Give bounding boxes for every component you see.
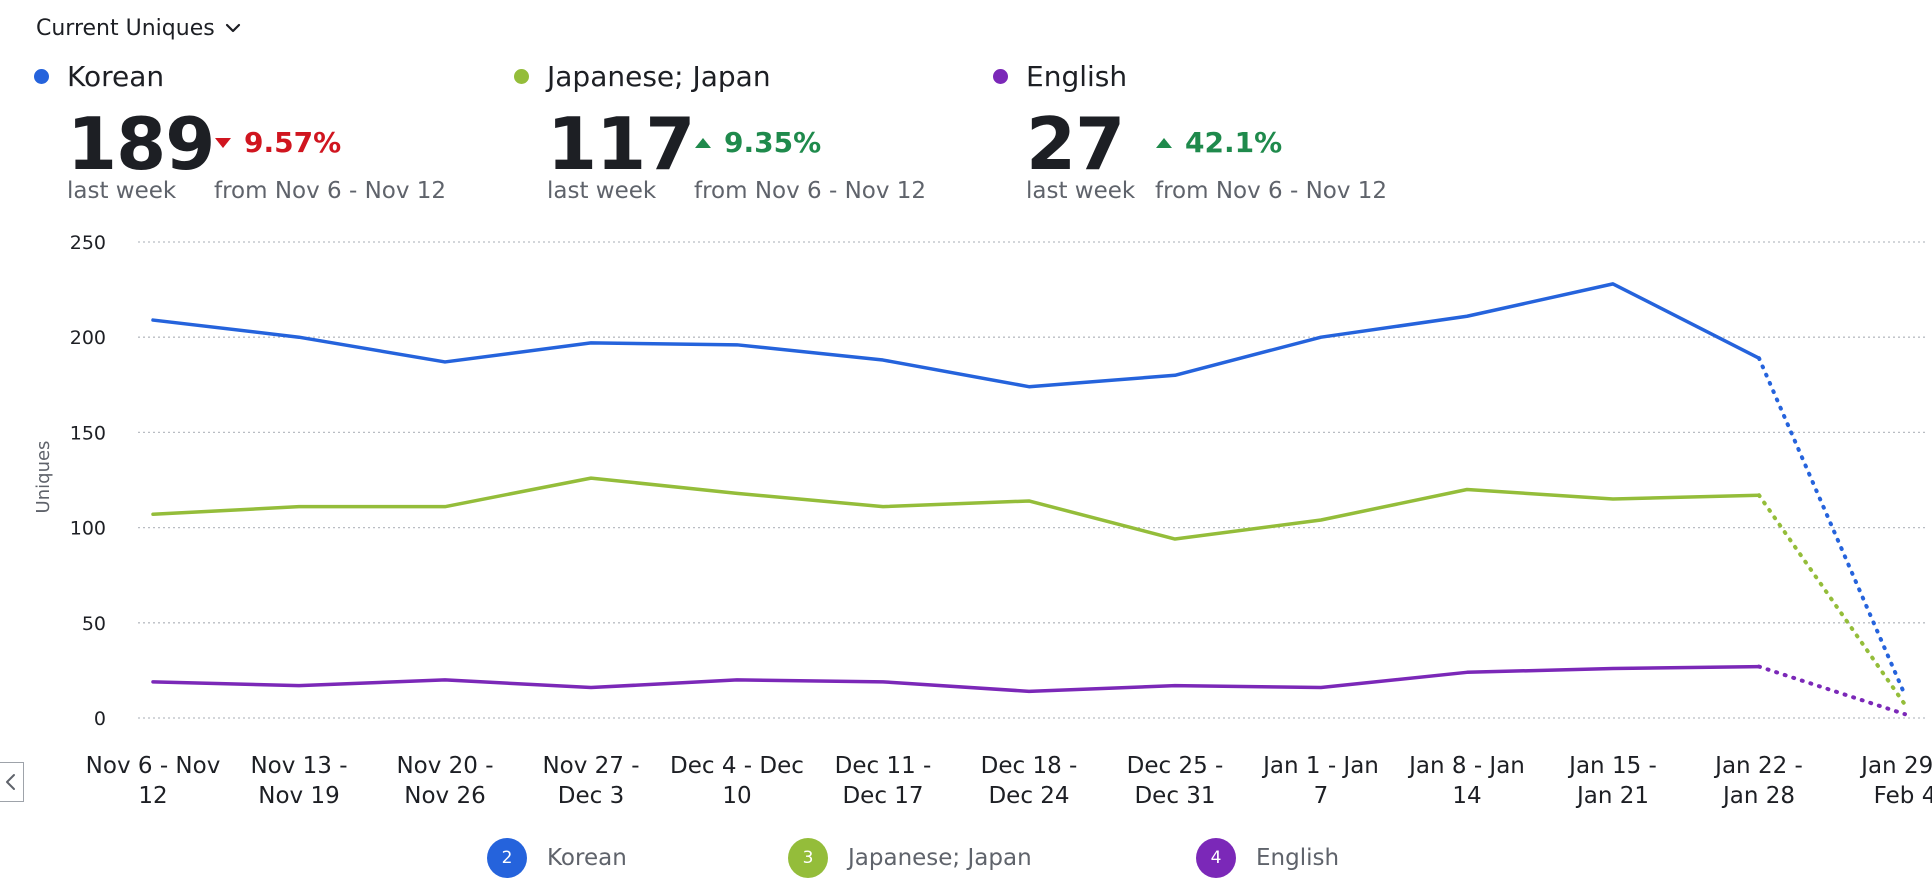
summary-japanese: Japanese; Japan 117 9.35% last week from…: [514, 56, 926, 204]
x-tick-label-line: Dec 31: [1134, 783, 1215, 809]
series-color-dot: [993, 68, 1008, 84]
y-tick-label: 250: [70, 232, 106, 254]
x-tick-label-line: Jan 21: [1575, 783, 1649, 809]
summary-change-value: 42.1%: [1185, 126, 1283, 159]
metric-dropdown-label: Current Uniques: [36, 15, 215, 41]
x-tick-label-line: Jan 15 -: [1567, 753, 1657, 779]
x-tick-label-line: Nov 20 -: [396, 753, 493, 779]
x-tick-label: Jan 22 - Jan 28: [1713, 753, 1803, 809]
summary-series-name: Japanese; Japan: [547, 59, 771, 93]
y-tick-label: 0: [94, 708, 106, 730]
x-tick-label: Dec 4 - Dec 10: [670, 753, 804, 809]
x-tick-label-line: Dec 18 -: [981, 753, 1078, 779]
x-tick-label-line: 12: [138, 783, 167, 809]
summary-change: 9.35%: [694, 126, 821, 159]
x-tick-label-line: Nov 27 -: [542, 753, 639, 779]
metric-dropdown[interactable]: Current Uniques: [36, 12, 243, 44]
summary-change-value: 9.57%: [244, 126, 342, 159]
x-tick-label-line: Jan 8 - Jan: [1407, 753, 1525, 779]
series-line-2[interactable]: [151, 664, 1761, 694]
legend-label: Korean: [547, 845, 627, 871]
summary-period: last week: [547, 178, 657, 204]
y-tick-label: 50: [82, 613, 106, 635]
series-color-dot: [514, 68, 529, 84]
chevron-left-icon: [6, 774, 15, 790]
summary-period: last week: [1026, 178, 1136, 204]
summary-compare: from Nov 6 - Nov 12: [214, 178, 447, 204]
x-tick-label-line: Nov 6 - Nov: [86, 753, 221, 779]
legend-badge: 4: [1196, 838, 1236, 878]
x-tick-label: Dec 25 - Dec 31: [1127, 753, 1224, 809]
summary-value: 189: [67, 102, 215, 186]
x-tick-label-line: Dec 11 -: [835, 753, 932, 779]
scroll-left-button[interactable]: [0, 762, 24, 802]
triangle-up-icon: [695, 137, 711, 148]
series-line-0[interactable]: [151, 282, 1761, 389]
x-tick-label-line: Dec 24: [988, 783, 1069, 809]
chevron-down-icon: [225, 23, 240, 33]
x-tick-label-line: Jan 1 - Jan: [1261, 753, 1379, 779]
x-tick-label: Jan 15 - Jan 21: [1567, 753, 1657, 809]
x-tick-label: Jan 29 - Feb 4: [1859, 753, 1932, 809]
summary-value: 117: [547, 102, 695, 186]
x-tick-label: Jan 8 - Jan 14: [1407, 753, 1525, 809]
legend-label: English: [1256, 845, 1340, 871]
x-tick-label: Nov 27 - Dec 3: [542, 753, 639, 809]
x-tick-label: Nov 13 - Nov 19: [250, 753, 347, 809]
summary-change: 42.1%: [1155, 126, 1282, 159]
summary-change-value: 9.35%: [724, 126, 822, 159]
summary-value: 27: [1026, 102, 1125, 186]
y-tick-label: 150: [70, 422, 106, 444]
legend-badge: 3: [788, 838, 828, 878]
summary-series-name: English: [1026, 59, 1128, 93]
series-color-dot: [34, 68, 49, 84]
summary-series-name: Korean: [67, 59, 165, 93]
triangle-down-icon: [215, 137, 231, 148]
series-line-1[interactable]: [151, 476, 1761, 541]
y-axis-label: Uniques: [33, 441, 54, 514]
legend-label: Japanese; Japan: [848, 845, 1032, 871]
legend-item-english[interactable]: 4 English: [1196, 838, 1339, 878]
x-tick-label-line: Nov 13 -: [250, 753, 347, 779]
x-tick-label-line: Dec 17: [842, 783, 923, 809]
x-tick-label: Dec 11 - Dec 17: [835, 753, 932, 809]
x-tick-label-line: 14: [1452, 783, 1481, 809]
x-tick-label-line: Jan 29 -: [1859, 753, 1932, 779]
y-tick-label: 100: [70, 518, 106, 540]
series-line-incomplete-0[interactable]: [1757, 356, 1907, 698]
x-tick-label: Jan 1 - Jan 7: [1261, 753, 1379, 809]
summary-compare: from Nov 6 - Nov 12: [694, 178, 927, 204]
x-tick-label-line: Nov 26: [404, 783, 485, 809]
x-tick-label-line: Nov 19: [258, 783, 339, 809]
x-tick-label-line: Feb 4: [1874, 783, 1932, 809]
triangle-up-icon: [1156, 137, 1172, 148]
x-tick-label-line: Jan 28: [1721, 783, 1795, 809]
summary-change: 9.57%: [214, 126, 341, 159]
summary-english: English 27 42.1% last week from Nov 6 - …: [993, 56, 1387, 204]
x-tick-label-line: Jan 22 -: [1713, 753, 1803, 779]
x-tick-label: Nov 20 - Nov 26: [396, 753, 493, 809]
legend-item-korean[interactable]: 2 Korean: [487, 838, 627, 878]
summary-period: last week: [67, 178, 177, 204]
legend-badge: 2: [487, 838, 527, 878]
x-tick-label-line: Dec 25 -: [1127, 753, 1224, 779]
y-tick-label: 200: [70, 327, 106, 349]
x-tick-label-line: Dec 4 - Dec: [670, 753, 804, 779]
series-line-incomplete-2[interactable]: [1757, 664, 1907, 717]
x-tick-label: Dec 18 - Dec 24: [981, 753, 1078, 809]
legend-item-japanese[interactable]: 3 Japanese; Japan: [788, 838, 1032, 878]
summary-compare: from Nov 6 - Nov 12: [1155, 178, 1388, 204]
x-tick-label-line: 10: [722, 783, 751, 809]
x-tick-label-line: Dec 3: [558, 783, 624, 809]
series-line-incomplete-1[interactable]: [1757, 493, 1907, 707]
x-tick-label-line: 7: [1314, 783, 1329, 809]
x-tick-label: Nov 6 - Nov 12: [86, 753, 221, 809]
summary-korean: Korean 189 9.57% last week from Nov 6 - …: [34, 56, 446, 204]
